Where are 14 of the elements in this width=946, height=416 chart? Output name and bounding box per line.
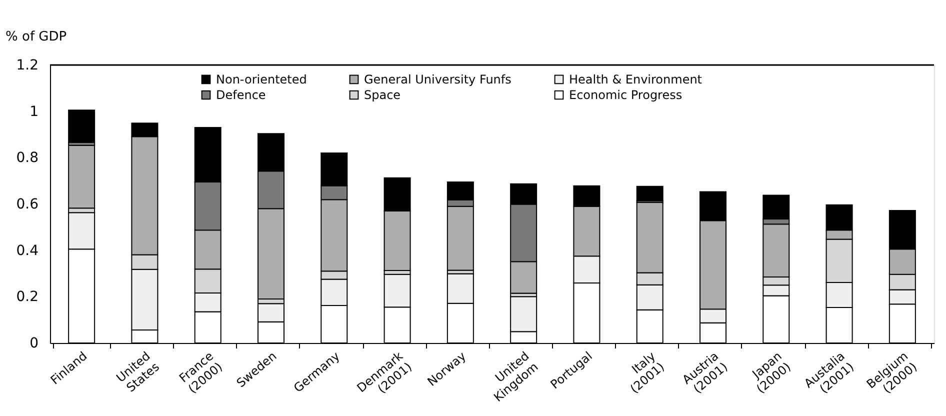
legend-label: General University Funfs	[364, 72, 512, 86]
y-tick-label: 0.2	[16, 289, 38, 306]
y-tick-label: 0.6	[16, 196, 39, 212]
y-axis-title: % of GDP	[6, 30, 67, 44]
y-tick-label: 0	[30, 336, 38, 352]
legend-label: Space	[364, 88, 401, 102]
legend-label: Health & Environment	[569, 72, 702, 86]
y-tick-label: 1	[30, 104, 38, 120]
y-tick-label: 1.2	[16, 58, 38, 74]
legend-label: Non-orienteted	[216, 72, 307, 86]
y-tick-label: 0.8	[16, 150, 38, 166]
legend-label: Economic Progress	[569, 88, 682, 102]
legend-label: Defence	[216, 88, 266, 102]
y-tick-label: 0.4	[16, 242, 39, 259]
